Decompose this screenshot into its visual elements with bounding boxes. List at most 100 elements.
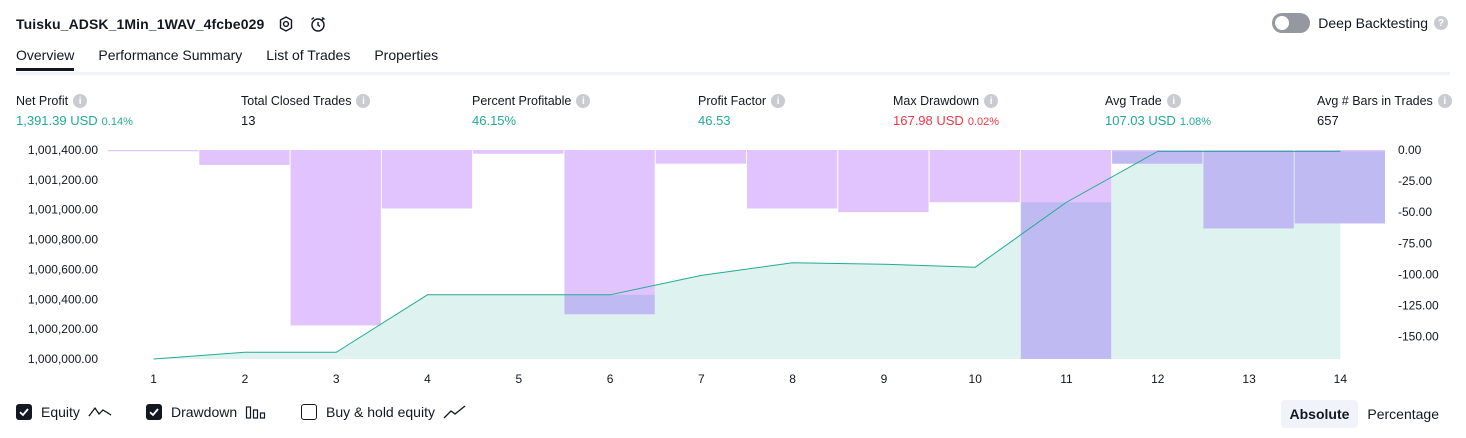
x-axis-tick-label: 10: [969, 372, 983, 386]
metric-value: 13: [241, 113, 256, 128]
x-axis-tick-label: 2: [242, 372, 249, 386]
metric-percent: 1.08%: [1179, 116, 1212, 128]
x-axis-tick-label: 8: [789, 372, 796, 386]
x-axis-tick-label: 6: [607, 372, 614, 386]
help-icon[interactable]: ?: [1434, 16, 1448, 30]
tab-properties[interactable]: Properties: [374, 47, 439, 63]
metric-profit-factor: Profit Factor i 46.53: [698, 94, 786, 128]
equity-label: Equity: [41, 404, 80, 420]
drawdown-bar-overlap: [1020, 202, 1112, 359]
x-axis-tick-label: 11: [1060, 372, 1073, 386]
drawdown-bar-overlap: [1112, 151, 1203, 164]
drawdown-bar: [381, 150, 473, 209]
info-icon[interactable]: i: [356, 94, 371, 108]
metric-label: Avg # Bars in Trades: [1317, 94, 1433, 108]
right-axis-tick-label: 0.00: [1398, 143, 1422, 157]
info-icon[interactable]: i: [771, 94, 786, 108]
drawdown-bar: [929, 150, 1020, 203]
report-tabs: Overview Performance Summary List of Tra…: [16, 47, 462, 71]
drawdown-checkbox[interactable]: [146, 404, 162, 420]
metric-percent-profitable: Percent Profitable i 46.15%: [472, 94, 591, 128]
right-axis-tick-label: -25.00: [1398, 174, 1432, 188]
settings-icon[interactable]: [276, 14, 296, 34]
left-axis-tick-label: 1,001,200.00: [28, 173, 98, 187]
metric-avg-trade: Avg Trade i 107.03 USD 1.08%: [1105, 94, 1211, 128]
deep-backtesting: Deep Backtesting ?: [1272, 13, 1448, 33]
tab-list-of-trades[interactable]: List of Trades: [266, 47, 351, 63]
right-axis-tick-label: -50.00: [1398, 205, 1432, 219]
metric-value: 657: [1317, 113, 1339, 128]
right-axis-tick-label: -125.00: [1398, 299, 1439, 313]
metric-label: Net Profit: [16, 94, 69, 108]
deep-backtesting-label: Deep Backtesting: [1318, 15, 1428, 31]
drawdown-bar-overlap: [1203, 151, 1294, 229]
left-axis-tick-label: 1,000,600.00: [28, 262, 98, 276]
metric-value: 1,391.39 USD: [16, 113, 98, 128]
absolute-button[interactable]: Absolute: [1280, 400, 1359, 428]
right-axis-tick-label: -150.00: [1398, 330, 1439, 344]
drawdown-bar: [747, 150, 838, 209]
left-axis-tick-label: 1,000,400.00: [28, 292, 98, 306]
drawdown-bar: [108, 150, 199, 152]
drawdown-bar-overlap: [564, 294, 655, 315]
x-axis-tick-label: 3: [333, 372, 340, 386]
x-axis-tick-label: 7: [698, 372, 705, 386]
metric-percent: 0.02%: [967, 116, 1000, 128]
trend-line-icon: [443, 404, 467, 420]
tab-overview[interactable]: Overview: [16, 47, 75, 71]
metric-avg-bars-in-trades: Avg # Bars in Trades i 657: [1317, 94, 1452, 128]
metric-label: Profit Factor: [698, 94, 767, 108]
drawdown-label: Drawdown: [171, 404, 238, 420]
percentage-button[interactable]: Percentage: [1367, 406, 1439, 422]
metric-value: 46.15%: [472, 113, 517, 128]
info-icon[interactable]: i: [576, 94, 591, 108]
metric-net-profit: Net Profit i 1,391.39 USD 0.14%: [16, 94, 133, 128]
metric-max-drawdown: Max Drawdown i 167.98 USD 0.02%: [893, 94, 999, 128]
x-axis-tick-label: 9: [881, 372, 888, 386]
alarm-clock-icon[interactable]: [308, 14, 328, 34]
x-axis-tick-label: 4: [424, 372, 431, 386]
equity-checkbox[interactable]: [16, 404, 32, 420]
info-icon[interactable]: i: [1166, 94, 1181, 108]
tabs-divider: [16, 72, 1450, 75]
drawdown-bar: [838, 150, 929, 213]
equity-drawdown-chart: 1,001,400.00 1,001,200.00 1,001,000.00 1,00…: [28, 143, 1439, 386]
left-axis-tick-label: 1,001,000.00: [28, 203, 98, 217]
info-icon[interactable]: i: [1437, 94, 1452, 108]
x-axis-tick-label: 12: [1151, 372, 1165, 386]
metric-total-closed-trades: Total Closed Trades i 13: [241, 94, 371, 128]
legend-buy-hold-equity[interactable]: Buy & hold equity: [301, 404, 467, 420]
strategy-title: Tuisku_ADSK_1Min_1WAV_4fcbe029: [16, 16, 265, 32]
metric-value: 107.03 USD: [1105, 113, 1176, 128]
legend-drawdown[interactable]: Drawdown: [146, 404, 267, 420]
drawdown-bar: [655, 150, 746, 164]
metric-value: 46.53: [698, 113, 731, 128]
drawdown-bar: [564, 150, 655, 315]
buy-hold-checkbox[interactable]: [301, 404, 317, 420]
metric-percent: 0.14%: [101, 116, 133, 128]
deep-backtesting-toggle[interactable]: [1272, 13, 1311, 33]
drawdown-bar: [199, 150, 290, 165]
metric-label: Max Drawdown: [893, 94, 980, 108]
tab-performance-summary[interactable]: Performance Summary: [98, 47, 243, 63]
metric-label: Avg Trade: [1105, 94, 1162, 108]
x-axis-tick-label: 1: [150, 372, 157, 386]
legend-equity[interactable]: Equity: [16, 404, 112, 420]
left-axis-tick-label: 1,001,400.00: [28, 143, 98, 157]
bar-chart-icon: [245, 404, 267, 420]
info-icon[interactable]: i: [984, 94, 999, 108]
drawdown-bar: [290, 150, 381, 326]
value-mode-toggle: Absolute Percentage: [1280, 400, 1449, 428]
buy-hold-label: Buy & hold equity: [326, 404, 435, 420]
x-axis-tick-label: 14: [1334, 372, 1348, 386]
x-axis-tick-label: 5: [515, 372, 522, 386]
right-axis-tick-label: -100.00: [1398, 267, 1439, 281]
equity-line-icon: [88, 404, 112, 420]
report-header: Tuisku_ADSK_1Min_1WAV_4fcbe029: [16, 10, 328, 38]
metric-value: 167.98 USD: [893, 113, 964, 128]
drawdown-bar-overlap: [1294, 151, 1385, 224]
info-icon[interactable]: i: [73, 94, 88, 108]
left-axis-tick-label: 1,000,800.00: [28, 233, 98, 247]
x-axis-tick-label: 13: [1242, 372, 1256, 386]
left-axis-tick-label: 1,000,000.00: [28, 352, 98, 366]
